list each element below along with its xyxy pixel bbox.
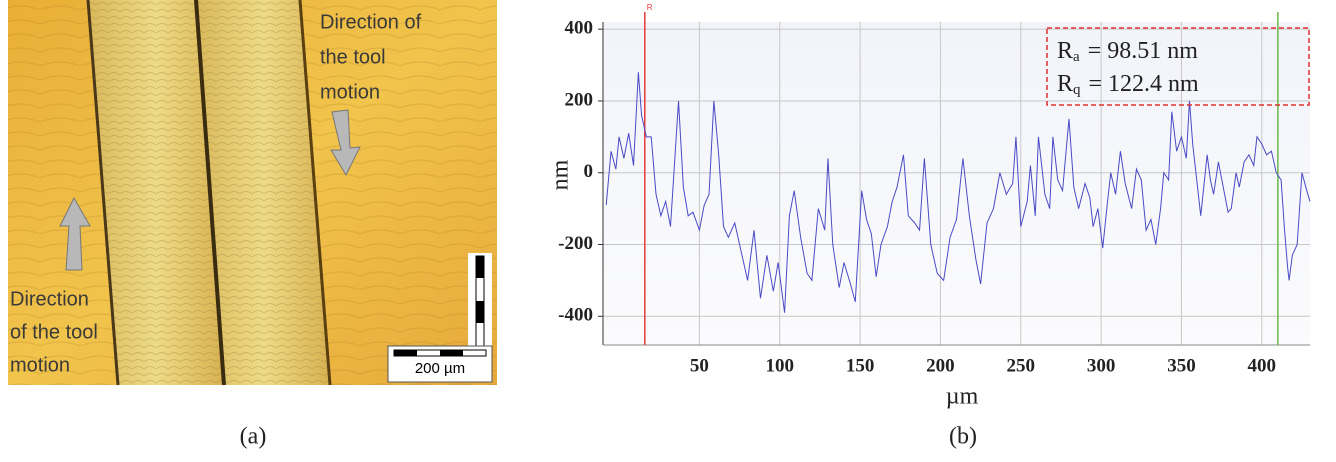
cursor-label: R [647, 3, 653, 12]
annotation-line: Direction of [320, 11, 422, 33]
profile-line [605, 72, 1311, 313]
annotation-line: the tool [320, 46, 386, 68]
x-tick-label: 150 [846, 355, 875, 376]
micrograph [8, 0, 497, 386]
symbol: R [1057, 71, 1073, 97]
x-tick-label: 350 [1167, 355, 1196, 376]
y-tick-label: 0 [584, 161, 594, 182]
annotation-line: Direction [10, 288, 89, 310]
y-tick-label: 200 [565, 89, 594, 110]
subscript: a [1073, 49, 1080, 65]
y-axis-label: nm [548, 159, 574, 190]
x-axis-label: µm [946, 384, 979, 410]
scale-bar-label: 200 µm [415, 360, 465, 377]
annotation-line: of the tool [10, 321, 98, 343]
annotation-line: motion [10, 354, 70, 376]
annotation: Ra = 98.51 nm [1057, 38, 1198, 66]
annotation-value: = 122.4 nm [1089, 71, 1200, 97]
x-tick-label: 200 [926, 355, 955, 376]
x-tick-label: 400 [1248, 355, 1277, 376]
annotation-box [1046, 27, 1310, 106]
subscript: q [1073, 82, 1081, 98]
symbol: R [1057, 38, 1073, 64]
y-tick-label: 400 [565, 18, 594, 39]
annotation: Rq = 122.4 nm [1057, 71, 1199, 99]
chart: -400 -200 0 200 400 50 100 150 200 250 300 350 400 R [558, 3, 1311, 376]
annotation-line: motion [320, 81, 380, 103]
x-tick-label: 50 [690, 355, 709, 376]
annotation-value: = 98.51 nm [1088, 38, 1199, 64]
panel-label: (a) [240, 424, 267, 450]
panel-label: (b) [949, 424, 977, 450]
y-tick-label: -400 [558, 305, 593, 326]
y-tick-label: -200 [558, 233, 593, 254]
x-tick-label: 250 [1007, 355, 1036, 376]
x-tick-label: 300 [1087, 355, 1116, 376]
x-tick-label: 100 [766, 355, 795, 376]
